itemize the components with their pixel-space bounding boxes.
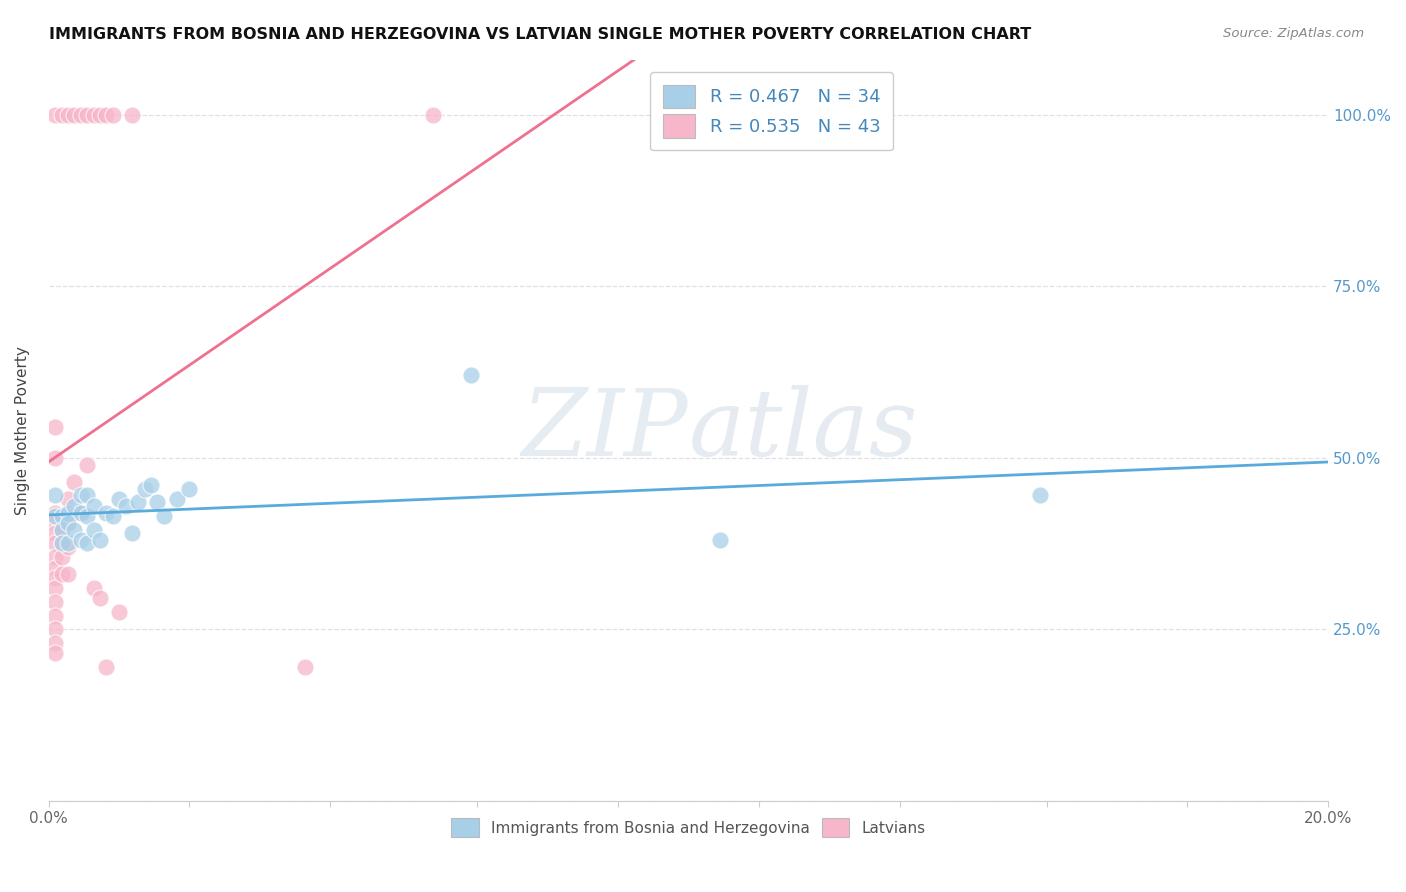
Point: [83, 499, 105, 513]
Point: [121, 107, 143, 121]
Point: [56, 107, 79, 121]
Point: [83, 581, 105, 595]
Point: [63, 499, 86, 513]
Point: [63, 107, 86, 121]
Point: [44, 419, 66, 434]
Point: [56, 491, 79, 506]
Point: [51, 523, 73, 537]
Text: Source: ZipAtlas.com: Source: ZipAtlas.com: [1223, 27, 1364, 40]
Point: [69, 488, 91, 502]
Point: [96, 660, 118, 674]
Point: [44, 450, 66, 465]
Point: [146, 495, 169, 509]
Point: [76, 458, 98, 472]
Point: [51, 567, 73, 582]
Point: [69, 506, 91, 520]
Point: [101, 107, 124, 121]
Point: [1029, 488, 1052, 502]
Point: [422, 107, 444, 121]
Text: atlas: atlas: [689, 385, 918, 475]
Point: [44, 509, 66, 524]
Point: [51, 550, 73, 565]
Point: [134, 482, 156, 496]
Point: [153, 509, 176, 524]
Point: [63, 523, 86, 537]
Point: [44, 107, 66, 121]
Point: [83, 107, 105, 121]
Point: [56, 536, 79, 550]
Y-axis label: Single Mother Poverty: Single Mother Poverty: [15, 346, 30, 515]
Point: [51, 107, 73, 121]
Point: [44, 506, 66, 520]
Point: [56, 540, 79, 554]
Point: [51, 536, 73, 550]
Point: [96, 506, 118, 520]
Point: [44, 595, 66, 609]
Point: [460, 368, 482, 383]
Legend: Immigrants from Bosnia and Herzegovina, Latvians: Immigrants from Bosnia and Herzegovina, …: [443, 810, 934, 845]
Point: [51, 509, 73, 524]
Text: ZIP: ZIP: [522, 385, 689, 475]
Point: [127, 495, 149, 509]
Point: [51, 523, 73, 537]
Point: [44, 636, 66, 650]
Point: [44, 646, 66, 660]
Point: [44, 560, 66, 574]
Point: [89, 107, 111, 121]
Point: [294, 660, 316, 674]
Point: [179, 482, 201, 496]
Point: [44, 622, 66, 636]
Point: [69, 533, 91, 547]
Point: [44, 550, 66, 565]
Point: [56, 567, 79, 582]
Point: [63, 475, 86, 489]
Point: [108, 491, 131, 506]
Point: [76, 509, 98, 524]
Point: [101, 509, 124, 524]
Point: [44, 571, 66, 585]
Text: IMMIGRANTS FROM BOSNIA AND HERZEGOVINA VS LATVIAN SINGLE MOTHER POVERTY CORRELAT: IMMIGRANTS FROM BOSNIA AND HERZEGOVINA V…: [49, 27, 1032, 42]
Point: [56, 506, 79, 520]
Point: [89, 533, 111, 547]
Point: [56, 516, 79, 530]
Point: [83, 523, 105, 537]
Point: [114, 499, 136, 513]
Point: [56, 516, 79, 530]
Point: [44, 488, 66, 502]
Point: [709, 533, 731, 547]
Point: [69, 506, 91, 520]
Point: [76, 488, 98, 502]
Point: [44, 516, 66, 530]
Point: [96, 107, 118, 121]
Point: [44, 536, 66, 550]
Point: [44, 581, 66, 595]
Point: [51, 536, 73, 550]
Point: [166, 491, 188, 506]
Point: [108, 605, 131, 619]
Point: [44, 608, 66, 623]
Point: [76, 536, 98, 550]
Point: [139, 478, 162, 492]
Point: [76, 107, 98, 121]
Point: [121, 526, 143, 541]
Point: [69, 107, 91, 121]
Point: [89, 591, 111, 606]
Point: [44, 526, 66, 541]
